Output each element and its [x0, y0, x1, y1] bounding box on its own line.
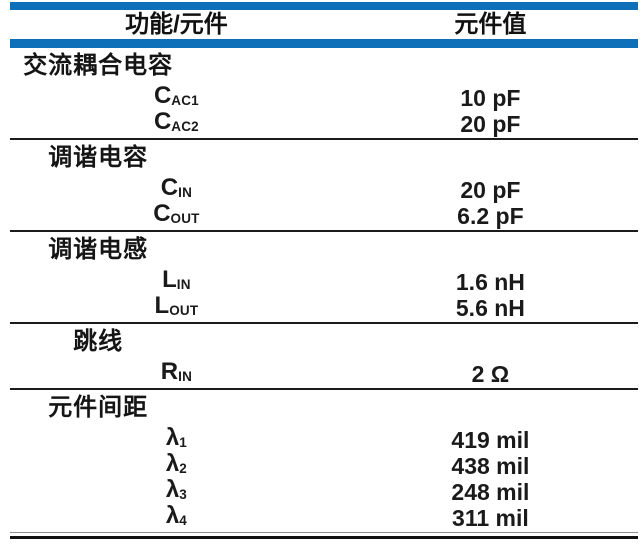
component-symbol: λ2 — [10, 449, 343, 482]
section-header: 调谐电容 — [48, 145, 149, 171]
accent-bar-header-bottom — [10, 39, 638, 48]
symbol-subscript: IN — [178, 368, 193, 384]
column-header-value: 元件值 — [454, 11, 527, 38]
component-value: 1.6 nH — [455, 269, 525, 295]
section-header-row: 调谐电感 — [10, 232, 343, 269]
component-symbol: λ4 — [10, 501, 343, 534]
component-value: 311 mil — [452, 505, 529, 531]
table-body: 交流耦合电容 CAC1 10 pF CAC2 20 pF 调谐电容 CIN 20… — [10, 48, 638, 532]
symbol-letter: λ — [165, 475, 180, 503]
table-section: 交流耦合电容 CAC1 10 pF CAC2 20 pF — [10, 48, 638, 140]
symbol-letter: C — [153, 107, 172, 135]
symbol-subscript: 2 — [179, 460, 187, 476]
section-header-row: 调谐电容 — [10, 140, 343, 177]
symbol-subscript: IN — [176, 276, 191, 292]
accent-bar-top — [10, 2, 638, 10]
symbol-letter: L — [154, 291, 170, 319]
component-row: λ2 438 mil — [10, 449, 638, 482]
table-section: 调谐电感 LIN 1.6 nH LOUT 5.6 nH — [10, 232, 638, 324]
symbol-letter: C — [153, 81, 172, 109]
component-symbol: λ1 — [10, 423, 343, 456]
component-value: 6.2 pF — [457, 203, 524, 229]
table-section: 调谐电容 CIN 20 pF COUT 6.2 pF — [10, 140, 638, 232]
symbol-letter: R — [160, 357, 179, 385]
component-row: λ4 311 mil — [10, 501, 638, 534]
component-symbol: CIN — [10, 173, 343, 206]
component-value: 2 Ω — [471, 361, 510, 387]
section-header: 元件间距 — [48, 395, 149, 421]
component-symbol: RIN — [10, 357, 343, 390]
symbol-subscript: AC1 — [171, 92, 199, 108]
component-row: CAC2 20 pF — [10, 107, 638, 140]
table-header-row: 功能/元件 元件值 — [10, 10, 638, 39]
component-value: 20 pF — [460, 177, 521, 203]
component-value: 248 mil — [451, 479, 530, 505]
section-header: 调谐电感 — [48, 237, 149, 263]
symbol-letter: C — [153, 199, 171, 227]
section-header-row: 跳线 — [10, 324, 343, 361]
symbol-letter: λ — [165, 501, 180, 529]
component-row: λ3 248 mil — [10, 475, 638, 508]
table-section: 跳线 RIN 2 Ω — [10, 324, 638, 390]
symbol-letter: λ — [165, 423, 180, 451]
symbol-subscript: 1 — [179, 434, 187, 450]
bottom-rule-thin — [10, 532, 638, 533]
component-row: CIN 20 pF — [10, 173, 638, 206]
component-value: 5.6 nH — [455, 295, 525, 321]
section-header-row: 交流耦合电容 — [10, 48, 343, 85]
bottom-rule-thick — [10, 536, 638, 539]
symbol-subscript: 3 — [179, 486, 187, 502]
component-row: COUT 6.2 pF — [10, 199, 638, 232]
component-symbol: COUT — [10, 199, 343, 232]
symbol-letter: C — [160, 173, 179, 201]
symbol-subscript: 4 — [179, 512, 187, 528]
symbol-subscript: OUT — [169, 302, 199, 318]
bottom-rule-gap — [10, 533, 638, 536]
section-header: 交流耦合电容 — [23, 53, 174, 79]
component-symbol: λ3 — [10, 475, 343, 508]
symbol-letter: L — [162, 265, 177, 293]
component-row: CAC1 10 pF — [10, 81, 638, 114]
component-row: LIN 1.6 nH — [10, 265, 638, 298]
component-row: RIN 2 Ω — [10, 357, 638, 390]
symbol-subscript: OUT — [170, 210, 200, 226]
component-symbol: LIN — [10, 265, 343, 298]
component-value: 20 pF — [460, 111, 521, 137]
component-row: λ1 419 mil — [10, 423, 638, 456]
section-header: 跳线 — [73, 329, 124, 355]
table-section: 元件间距 λ1 419 mil λ2 438 mil λ3 248 mil λ4… — [10, 390, 638, 532]
symbol-letter: λ — [165, 449, 180, 477]
column-header-function: 功能/元件 — [125, 11, 228, 38]
component-row: LOUT 5.6 nH — [10, 291, 638, 324]
component-symbol: LOUT — [10, 291, 343, 324]
symbol-subscript: IN — [178, 184, 193, 200]
component-value: 419 mil — [451, 427, 530, 453]
component-value: 10 pF — [460, 85, 521, 111]
component-symbol: CAC1 — [10, 81, 343, 114]
component-value: 438 mil — [451, 453, 530, 479]
component-symbol: CAC2 — [10, 107, 343, 140]
symbol-subscript: AC2 — [171, 118, 199, 134]
section-header-row: 元件间距 — [10, 390, 343, 427]
component-value-table: 功能/元件 元件值 交流耦合电容 CAC1 10 pF CAC2 20 pF 调… — [10, 2, 638, 539]
